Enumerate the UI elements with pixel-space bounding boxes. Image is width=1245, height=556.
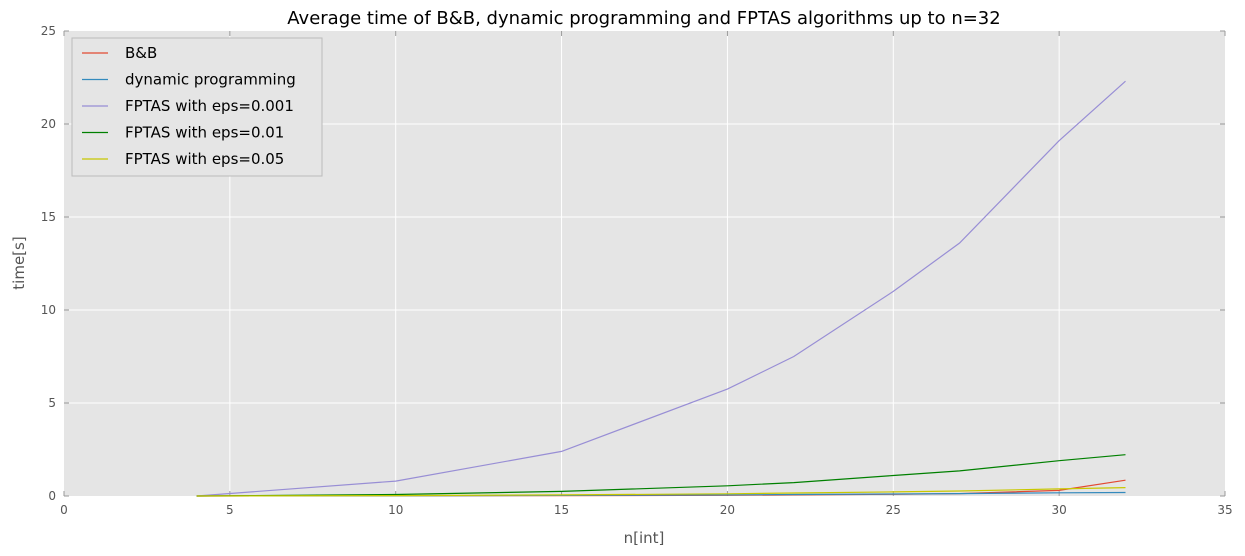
chart-title: Average time of B&B, dynamic programming… — [287, 8, 1000, 29]
series-line-2 — [196, 80, 1126, 497]
legend-label-0: B&B — [125, 44, 157, 62]
y-tick-label: 20 — [41, 117, 56, 131]
y-tick-label: 10 — [41, 303, 56, 317]
series-lines — [196, 80, 1126, 497]
y-tick-label: 0 — [48, 489, 56, 503]
x-tick-labels: 0 5 10 15 20 25 30 35 — [60, 503, 1232, 517]
series-line-4 — [196, 487, 1126, 497]
x-tick-label: 25 — [886, 503, 901, 517]
legend-label-3: FPTAS with eps=0.01 — [125, 124, 284, 142]
x-tick-label: 10 — [388, 503, 403, 517]
y-tick-label: 15 — [41, 210, 56, 224]
x-tick-label: 15 — [554, 503, 569, 517]
legend-label-4: FPTAS with eps=0.05 — [125, 150, 284, 168]
y-tick-label: 5 — [48, 396, 56, 410]
x-tick-label: 20 — [720, 503, 735, 517]
x-tick-label: 35 — [1217, 503, 1232, 517]
x-tick-label: 5 — [226, 503, 234, 517]
legend-label-1: dynamic programming — [125, 71, 296, 89]
y-tick-label: 25 — [41, 24, 56, 38]
x-tick-label: 0 — [60, 503, 68, 517]
series-line-3 — [196, 454, 1126, 497]
legend-box — [71, 37, 323, 177]
legend-label-2: FPTAS with eps=0.001 — [125, 97, 294, 115]
legend: B&B dynamic programming FPTAS with eps=0.0… — [71, 37, 323, 177]
y-axis-title: time[s] — [10, 236, 28, 289]
x-axis-title: n[int] — [624, 529, 665, 547]
x-tick-label: 30 — [1052, 503, 1067, 517]
y-tick-labels: 0 5 10 15 20 25 — [41, 24, 56, 503]
